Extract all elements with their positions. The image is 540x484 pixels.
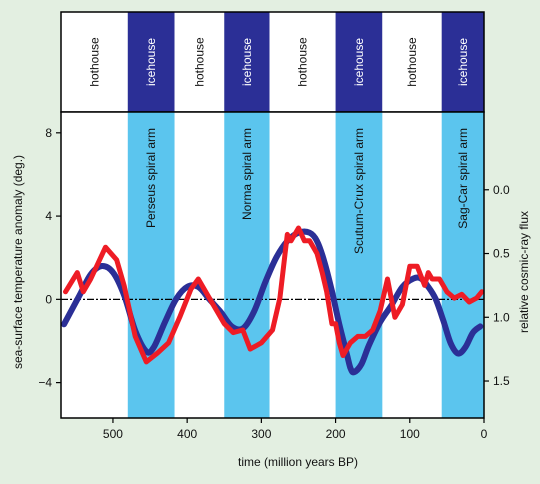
y-left-tick-label: −4 [38, 376, 52, 390]
cosmic-ray-series-line [63, 225, 485, 365]
y-right-tick-label: 1.0 [493, 310, 510, 324]
phase-label: hothouse [296, 37, 310, 87]
phase-block-icehouse [335, 12, 383, 112]
x-tick-label: 200 [326, 427, 346, 441]
data-series [61, 225, 485, 376]
spiral-arm-label: Scutum-Crux spiral arm [352, 128, 366, 254]
phase-label: icehouse [456, 38, 470, 86]
climate-phase-panel: hothouse icehouse hothouse icehouse hothouse… [60, 11, 485, 113]
y-left-tick-label: 8 [45, 126, 52, 140]
y-axis-label-left: sea-surface temperature anomaly (deg.) [11, 155, 25, 369]
y-left-tick-label: 4 [45, 209, 52, 223]
phase-block-icehouse [127, 12, 175, 112]
plot-border [60, 111, 485, 419]
phase-label: hothouse [192, 37, 206, 87]
phase-label: hothouse [87, 37, 101, 87]
phase-block-hothouse [382, 12, 442, 112]
phase-block-hothouse [174, 12, 225, 112]
y-left-tick-label: 0 [45, 292, 52, 306]
y-axis-label-right: relative cosmic-ray flux [517, 211, 531, 333]
spiral-arm-band [441, 112, 484, 418]
phase-label: icehouse [240, 38, 254, 86]
y-right-tick-label: 0.5 [493, 247, 510, 261]
plot-frame [60, 111, 485, 419]
spiral-arm-bands [127, 112, 484, 418]
axes: 500 400 300 200 100 0 −4 0 4 8 0.0 0.5 1.0 1.5 [38, 126, 510, 441]
spiral-arm-band [127, 112, 175, 418]
phase-block-icehouse [441, 12, 484, 112]
phase-label: hothouse [405, 37, 419, 87]
phase-label: icehouse [144, 38, 158, 86]
y-right-tick-label: 1.5 [493, 374, 510, 388]
x-tick-label: 0 [481, 427, 488, 441]
y-right-tick-label: 0.0 [493, 183, 510, 197]
spiral-arm-label: Sag-Car spiral arm [456, 128, 470, 229]
phase-block-hothouse [269, 12, 336, 112]
phase-label: icehouse [352, 38, 366, 86]
spiral-arm-label: Norma spiral arm [240, 128, 254, 220]
x-axis-label: time (million years BP) [238, 455, 358, 469]
spiral-arm-label: Perseus spiral arm [144, 128, 158, 228]
phase-block-hothouse [61, 12, 128, 112]
x-tick-label: 300 [251, 427, 271, 441]
x-tick-label: 500 [103, 427, 123, 441]
spiral-arm-band [224, 112, 270, 418]
x-tick-label: 100 [400, 427, 420, 441]
spiral-arm-labels: Perseus spiral arm Norma spiral arm Scutum… [144, 128, 470, 254]
x-tick-label: 400 [177, 427, 197, 441]
phase-block-icehouse [224, 12, 270, 112]
